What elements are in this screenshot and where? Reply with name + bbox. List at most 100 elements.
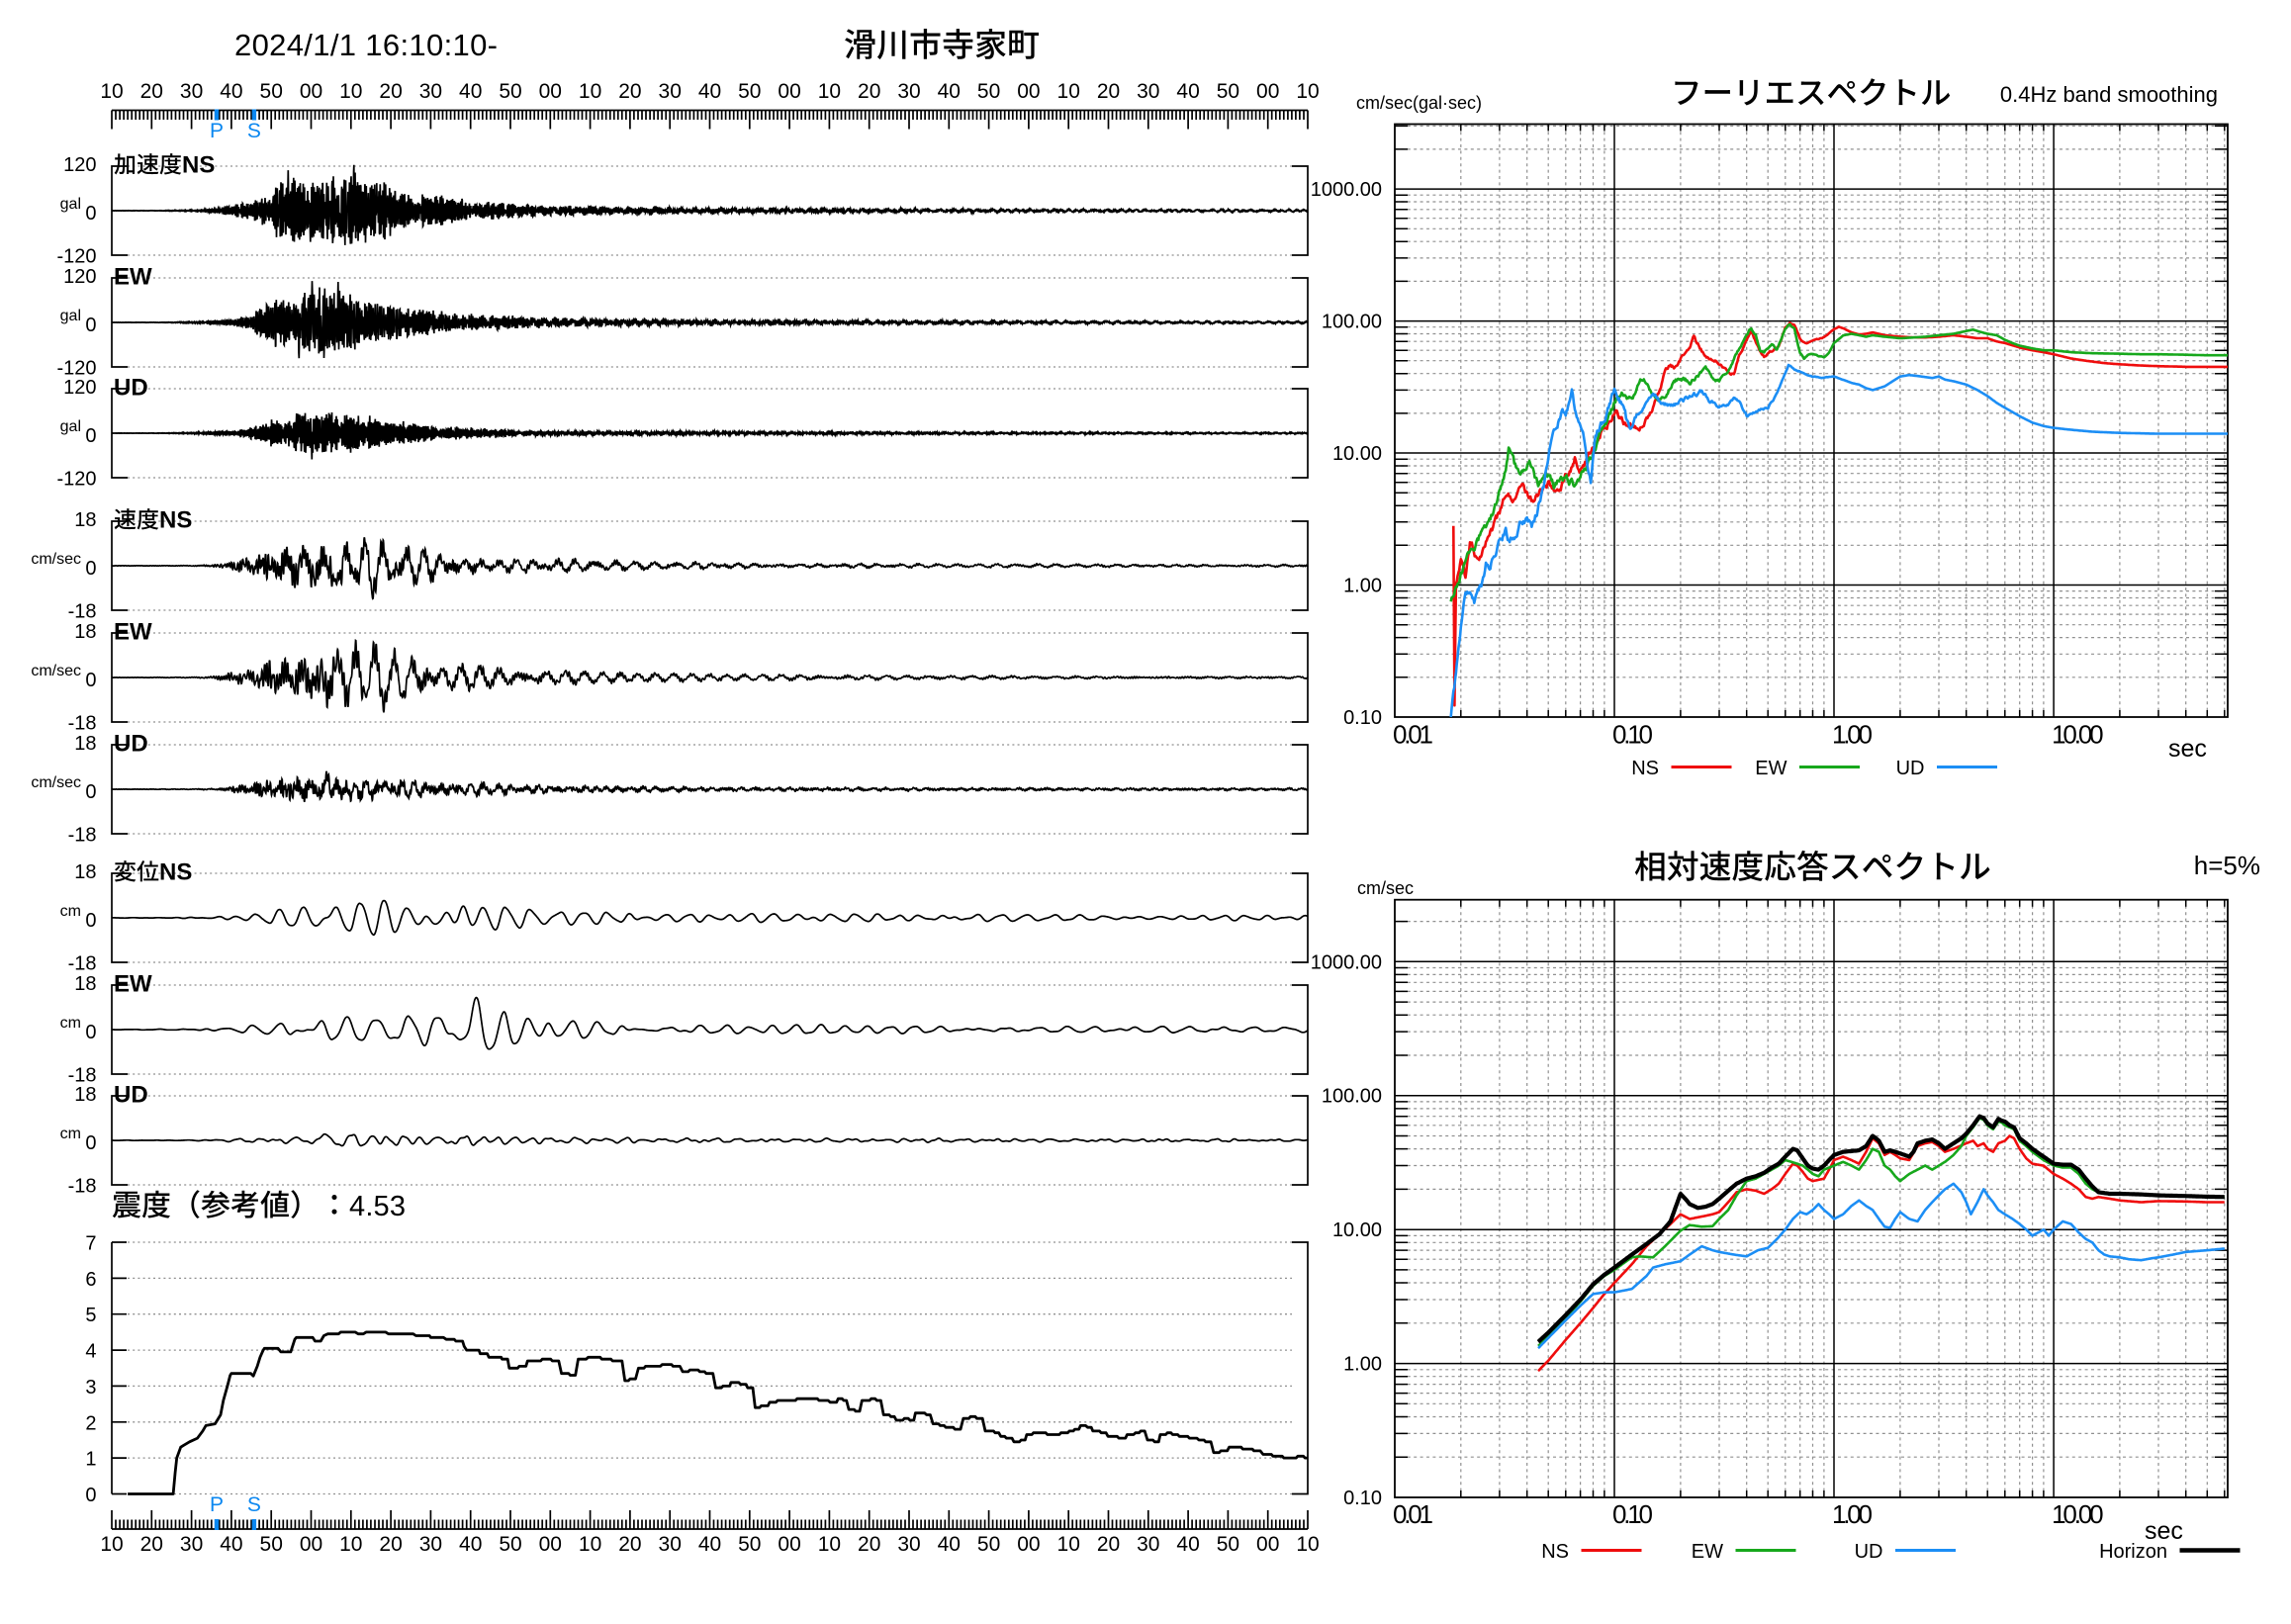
- plot-frame: [1394, 898, 2229, 1498]
- intensity-ytick-label: 4: [85, 1341, 96, 1363]
- fourier-spectrum-chart: 0.4Hz band smoothing cm/sec(gal·sec) sec…: [1311, 78, 2229, 779]
- minor-ticks: [1395, 124, 2228, 717]
- intensity-ytick-label: 5: [85, 1305, 96, 1326]
- time-tick-label: 30: [180, 1533, 203, 1556]
- ylabel-zero: 0: [85, 315, 96, 336]
- limit-gridlines: [128, 520, 1292, 611]
- limit-gridlines: [128, 388, 1292, 479]
- xtick-label: 0.01: [1393, 1499, 1433, 1529]
- time-tick-label: 10: [100, 1533, 123, 1556]
- time-tick-label: 50: [260, 80, 283, 103]
- ytick-label: 10.00: [1332, 1219, 1382, 1241]
- response-series-ew: [1537, 1117, 2226, 1347]
- response-series-horizon: [1536, 1114, 2227, 1344]
- ylabel-min: -18: [68, 1065, 97, 1087]
- time-tick-label: 00: [539, 80, 562, 103]
- legend-label-ns: NS: [1631, 758, 1659, 779]
- trace-component-label: EW: [114, 619, 152, 646]
- fourier-xaxis-label: sec: [2168, 735, 2207, 763]
- trace-group-label-glyphs: [114, 508, 159, 530]
- trace-component-label: UD: [114, 731, 148, 758]
- right-bracket: [1292, 984, 1309, 1075]
- legend-label-ns: NS: [1541, 1541, 1569, 1563]
- waveform-trace-disp-ud: 18 0 -18 cm UD: [60, 1082, 1309, 1198]
- ylabel-max: 18: [74, 1084, 96, 1106]
- response-series-ns: [1537, 1134, 2226, 1373]
- time-tick-label: 30: [180, 80, 203, 103]
- fourier-title: [1675, 78, 1951, 106]
- time-tick-label: 20: [618, 1533, 641, 1556]
- limit-gridlines: [128, 1095, 1292, 1186]
- response-xaxis-label: sec: [2145, 1517, 2183, 1545]
- unit-label: cm/sec: [31, 551, 81, 568]
- limit-gridlines: [128, 632, 1292, 723]
- ruler-ticks: [111, 1510, 1309, 1530]
- p-wave-label: P: [210, 1493, 224, 1516]
- waveform-trace-vel-ns: 18 0 -18 cm/sec NS: [31, 507, 1309, 623]
- time-tick-label: 10: [818, 80, 841, 103]
- response-series-ud: [1537, 1182, 2226, 1350]
- time-tick-label: 40: [220, 1533, 242, 1556]
- time-tick-label: 20: [858, 80, 880, 103]
- intensity-curve: [128, 1330, 1308, 1495]
- ylabel-zero: 0: [85, 910, 96, 932]
- p-wave-label: P: [210, 120, 224, 142]
- ytick-label: 10.00: [1332, 443, 1382, 465]
- time-tick-label: 40: [459, 80, 482, 103]
- time-tick-label: 00: [778, 80, 800, 103]
- trace-component-label: EW: [114, 971, 152, 998]
- limit-gridlines: [128, 744, 1292, 835]
- trace-component-label: UD: [114, 1082, 148, 1109]
- time-tick-label: 10: [339, 1533, 362, 1556]
- ylabel-max: 18: [74, 509, 96, 531]
- ylabel-min: -18: [68, 601, 97, 623]
- ylabel-min: -120: [56, 358, 96, 380]
- unit-label: cm: [60, 1015, 81, 1032]
- trace-group-label: [114, 153, 182, 175]
- time-tick-label: 30: [897, 1533, 920, 1556]
- header: 2024/1/1 16:10:10-: [234, 28, 1039, 62]
- waveform-trace-disp-ns: 18 0 -18 cm NS: [60, 859, 1309, 975]
- ylabel-max: 18: [74, 621, 96, 643]
- ruler-ticks: [111, 109, 1309, 130]
- ylabel-min: -18: [68, 953, 97, 975]
- time-tick-label: 50: [977, 1533, 1000, 1556]
- grid-major: [1395, 124, 2228, 717]
- xtick-label: 1.00: [1832, 720, 1873, 750]
- intensity-ytick-label: 1: [85, 1449, 96, 1471]
- time-tick-label: 50: [260, 1533, 283, 1556]
- time-tick-label: 20: [618, 80, 641, 103]
- trace-component-label: UD: [114, 375, 148, 402]
- right-bracket: [1292, 165, 1309, 256]
- intensity-ytick-label: 2: [85, 1412, 96, 1434]
- time-tick-label: 00: [300, 1533, 322, 1556]
- legend-label-ew: EW: [1755, 758, 1787, 779]
- ylabel-max: 120: [63, 266, 96, 288]
- intensity-ytick-label: 0: [85, 1485, 96, 1506]
- waveform-trace-vel-ew: 18 0 -18 cm/sec EW: [31, 619, 1309, 735]
- fourier-series-ew: [1449, 322, 2228, 602]
- right-bracket: [1292, 872, 1309, 963]
- time-tick-label: 40: [938, 1533, 961, 1556]
- fourier-series-ud: [1449, 363, 2228, 717]
- trace-group-label-glyphs: [114, 860, 159, 882]
- fourier-unit-label: cm/sec(gal·sec): [1356, 93, 1482, 113]
- ytick-label: 1000.00: [1311, 179, 1382, 201]
- xtick-label: 0.10: [1612, 1499, 1653, 1529]
- response-title-glyphs: [1634, 850, 1990, 881]
- legend-label-ew: EW: [1692, 1541, 1723, 1563]
- time-tick-label: 20: [1097, 80, 1120, 103]
- trace-group-label: [114, 508, 159, 530]
- time-tick-label: 00: [300, 80, 322, 103]
- ylabel-zero: 0: [85, 203, 96, 225]
- time-tick-label: 20: [379, 80, 402, 103]
- xtick-label: 1.00: [1832, 1499, 1873, 1529]
- ylabel-min: -18: [68, 713, 97, 735]
- time-tick-label: 40: [698, 80, 721, 103]
- waveform-trace-disp-ew: 18 0 -18 cm EW: [60, 971, 1309, 1087]
- unit-label: cm: [60, 903, 81, 920]
- response-spectrum-chart: h=5% cm/sec sec 0.01 0.10 1.00 10.00 0.10 1.0…: [1311, 850, 2260, 1563]
- time-tick-label: 10: [1057, 80, 1080, 103]
- station-title: [845, 29, 1039, 60]
